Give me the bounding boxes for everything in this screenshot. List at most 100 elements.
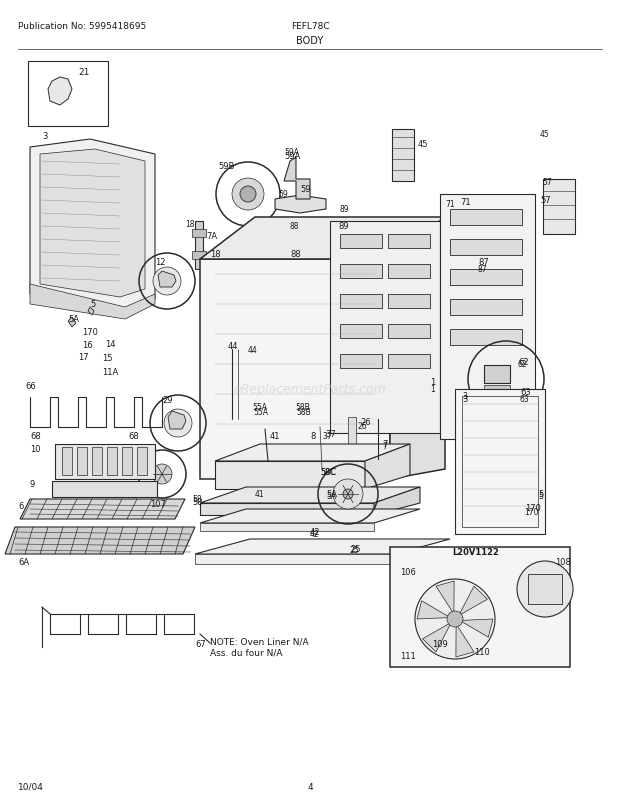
Text: 108: 108 bbox=[555, 557, 571, 566]
Text: 59: 59 bbox=[300, 184, 311, 194]
Bar bbox=[484, 366, 510, 383]
Text: Publication No: 5995418695: Publication No: 5995418695 bbox=[18, 22, 146, 31]
Text: 42: 42 bbox=[310, 528, 321, 537]
Text: 5A: 5A bbox=[68, 314, 79, 323]
Polygon shape bbox=[200, 504, 374, 516]
Text: 89: 89 bbox=[338, 221, 348, 231]
Text: 25: 25 bbox=[350, 545, 360, 553]
Circle shape bbox=[531, 575, 559, 603]
Polygon shape bbox=[460, 619, 493, 638]
Text: 87: 87 bbox=[478, 265, 487, 273]
Polygon shape bbox=[40, 150, 145, 298]
Bar bbox=[340, 354, 382, 369]
Polygon shape bbox=[48, 78, 72, 106]
Bar bbox=[77, 448, 87, 476]
Polygon shape bbox=[200, 217, 445, 260]
Text: 42: 42 bbox=[310, 529, 320, 538]
Circle shape bbox=[153, 268, 181, 296]
Bar bbox=[450, 330, 522, 346]
Text: eReplacementParts.com: eReplacementParts.com bbox=[234, 383, 386, 396]
Text: 5A: 5A bbox=[326, 489, 337, 498]
Text: 3: 3 bbox=[42, 132, 47, 141]
Bar bbox=[388, 354, 430, 369]
Text: 88: 88 bbox=[290, 221, 299, 231]
Text: 5A: 5A bbox=[326, 492, 336, 500]
Text: 18: 18 bbox=[185, 220, 195, 229]
Polygon shape bbox=[68, 318, 76, 327]
Bar bbox=[462, 396, 538, 528]
Text: 67: 67 bbox=[195, 639, 206, 648]
Text: 58B: 58B bbox=[295, 403, 310, 411]
Text: 58C: 58C bbox=[320, 468, 335, 476]
Text: 55A: 55A bbox=[253, 407, 268, 416]
Text: 106: 106 bbox=[400, 567, 416, 577]
Text: 41: 41 bbox=[270, 431, 280, 440]
Bar bbox=[450, 240, 522, 256]
Bar bbox=[137, 448, 147, 476]
Polygon shape bbox=[5, 528, 195, 554]
Bar bbox=[348, 418, 356, 457]
Text: 5: 5 bbox=[90, 300, 95, 309]
Text: 109: 109 bbox=[432, 639, 448, 648]
Text: 29: 29 bbox=[162, 395, 172, 404]
Text: 5: 5 bbox=[538, 492, 543, 500]
Text: 170: 170 bbox=[82, 327, 98, 337]
Circle shape bbox=[152, 464, 172, 484]
Text: 59A: 59A bbox=[284, 148, 299, 157]
Bar bbox=[330, 221, 440, 433]
Bar bbox=[28, 62, 108, 127]
Circle shape bbox=[517, 561, 573, 618]
Text: 111: 111 bbox=[400, 651, 416, 660]
Text: 58C: 58C bbox=[320, 468, 337, 476]
Bar bbox=[543, 180, 575, 235]
Bar bbox=[52, 481, 157, 497]
Bar bbox=[440, 195, 535, 439]
Bar bbox=[340, 325, 382, 338]
Polygon shape bbox=[215, 444, 410, 461]
Text: 89: 89 bbox=[340, 205, 350, 214]
Text: 71: 71 bbox=[460, 198, 471, 207]
Text: 45: 45 bbox=[418, 140, 428, 149]
Bar bbox=[192, 252, 206, 260]
Text: 10: 10 bbox=[30, 444, 40, 453]
Polygon shape bbox=[30, 140, 155, 310]
Polygon shape bbox=[200, 509, 420, 524]
Bar bbox=[55, 444, 155, 480]
Text: 17: 17 bbox=[78, 353, 89, 362]
Text: L20V1122: L20V1122 bbox=[452, 547, 499, 557]
Text: 37: 37 bbox=[322, 431, 332, 440]
Polygon shape bbox=[195, 554, 395, 565]
Text: 170: 170 bbox=[525, 504, 541, 512]
Polygon shape bbox=[423, 622, 451, 652]
Bar bbox=[388, 235, 430, 249]
Circle shape bbox=[333, 480, 363, 509]
Circle shape bbox=[240, 187, 256, 203]
Circle shape bbox=[164, 410, 192, 437]
Text: 5: 5 bbox=[538, 489, 543, 498]
Text: 37: 37 bbox=[325, 429, 336, 439]
Text: NOTE: Oven Liner N/A
Ass. du four N/A: NOTE: Oven Liner N/A Ass. du four N/A bbox=[210, 638, 309, 657]
Text: 107: 107 bbox=[150, 500, 166, 508]
Polygon shape bbox=[436, 581, 454, 614]
Text: 15: 15 bbox=[102, 354, 112, 363]
Text: 10/04: 10/04 bbox=[18, 782, 44, 791]
Bar bbox=[392, 130, 414, 182]
Text: 71: 71 bbox=[445, 200, 454, 209]
Polygon shape bbox=[200, 260, 390, 480]
Polygon shape bbox=[417, 601, 450, 619]
Text: 8: 8 bbox=[310, 431, 316, 440]
Bar bbox=[450, 300, 522, 316]
Text: 16: 16 bbox=[82, 341, 92, 350]
Circle shape bbox=[447, 611, 463, 627]
Text: 55A: 55A bbox=[252, 403, 267, 411]
Text: 1: 1 bbox=[430, 378, 435, 387]
Text: 3: 3 bbox=[462, 395, 467, 403]
Polygon shape bbox=[459, 586, 487, 616]
Text: 7: 7 bbox=[382, 441, 387, 451]
Polygon shape bbox=[168, 411, 186, 429]
Text: 62: 62 bbox=[518, 358, 529, 367]
Bar bbox=[62, 448, 72, 476]
Polygon shape bbox=[215, 461, 365, 489]
Bar bbox=[484, 386, 510, 402]
Text: 59B: 59B bbox=[218, 162, 234, 171]
